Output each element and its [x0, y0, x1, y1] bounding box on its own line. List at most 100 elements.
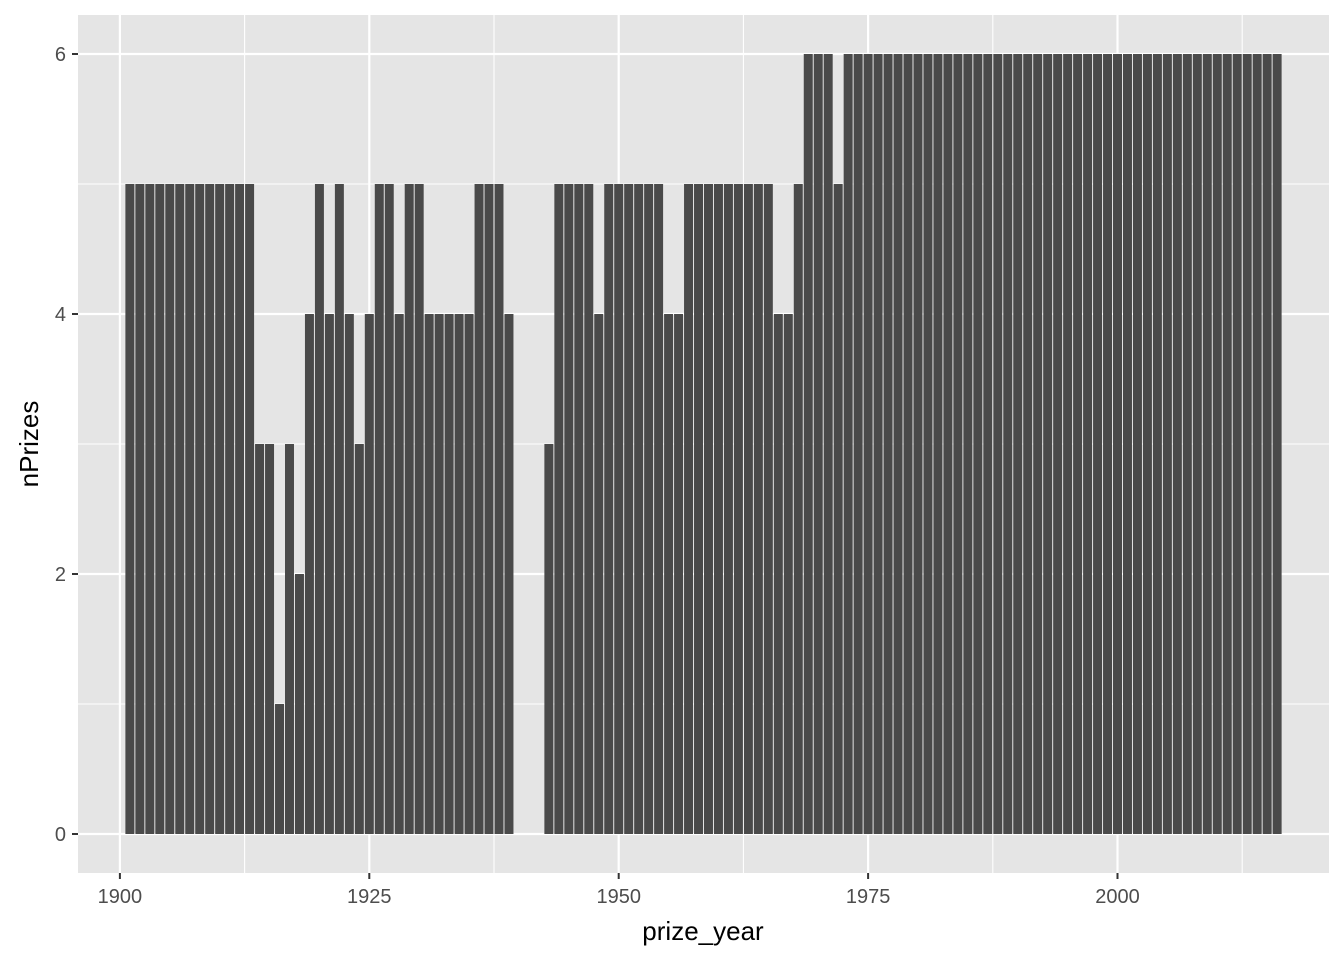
bar [684, 184, 694, 834]
bar [464, 314, 474, 834]
bar [614, 184, 624, 834]
bar [733, 184, 743, 834]
bar [893, 54, 903, 834]
bar [624, 184, 634, 834]
bar [1262, 54, 1272, 834]
bar [544, 444, 554, 834]
bar [723, 184, 733, 834]
x-tick-label: 2000 [1095, 886, 1140, 908]
bar [324, 314, 334, 834]
bar [903, 54, 913, 834]
bar [1063, 54, 1073, 834]
bar [294, 574, 304, 834]
bar [155, 184, 165, 834]
bar [913, 54, 923, 834]
bar [384, 184, 394, 834]
bar [165, 184, 175, 834]
bar [963, 54, 973, 834]
bar [1043, 54, 1053, 834]
bar [334, 184, 344, 834]
bar [644, 184, 654, 834]
x-tick-label: 1900 [98, 886, 143, 908]
bar [1272, 54, 1282, 834]
bar [843, 54, 853, 834]
bar [823, 54, 833, 834]
bar [1162, 54, 1172, 834]
bar [554, 184, 564, 834]
bar [1222, 54, 1232, 834]
bar [474, 184, 484, 834]
bar [1202, 54, 1212, 834]
bar [1152, 54, 1162, 834]
bar [394, 314, 404, 834]
bar [1053, 54, 1063, 834]
y-tick-label: 6 [55, 44, 66, 66]
bar [454, 314, 464, 834]
bar [1013, 54, 1023, 834]
x-tick-label: 1925 [347, 886, 392, 908]
bar [604, 184, 614, 834]
bar [215, 184, 225, 834]
bar [1122, 54, 1132, 834]
bar [404, 184, 414, 834]
bar [135, 184, 145, 834]
bar [255, 444, 265, 834]
bar [703, 184, 713, 834]
bar [1232, 54, 1242, 834]
bar [195, 184, 205, 834]
bar [504, 314, 514, 834]
bar [344, 314, 354, 834]
bar [694, 184, 704, 834]
bar [145, 184, 155, 834]
bar [1003, 54, 1013, 834]
bar [664, 314, 674, 834]
bar [1212, 54, 1222, 834]
bar [813, 54, 823, 834]
bar [1242, 54, 1252, 834]
bar [1083, 54, 1093, 834]
bar [414, 184, 424, 834]
bar [225, 184, 235, 834]
bar [933, 54, 943, 834]
bar [275, 704, 285, 834]
bar [1252, 54, 1262, 834]
bar [574, 184, 584, 834]
bar [1073, 54, 1083, 834]
bar [1033, 54, 1043, 834]
bar [1182, 54, 1192, 834]
bar [494, 184, 504, 834]
x-tick-label: 1950 [596, 886, 641, 908]
bar [1142, 54, 1152, 834]
bar [943, 54, 953, 834]
bar [1023, 54, 1033, 834]
bar [314, 184, 324, 834]
bar [803, 54, 813, 834]
bar [783, 314, 793, 834]
bar [245, 184, 255, 834]
bar [983, 54, 993, 834]
x-axis-ticks: 1900 1925 1950 1975 2000 [98, 873, 1140, 908]
y-tick-label: 4 [55, 304, 66, 326]
bar [773, 314, 783, 834]
bar [743, 184, 753, 834]
bar [1093, 54, 1103, 834]
y-axis-title: nPrizes [14, 401, 44, 488]
bar [594, 314, 604, 834]
bar [285, 444, 294, 834]
bar [883, 54, 893, 834]
bar [484, 184, 494, 834]
bar [1192, 54, 1202, 834]
bars [125, 54, 1282, 834]
bar [444, 314, 454, 834]
bar [953, 54, 963, 834]
bar [424, 314, 434, 834]
bar [713, 184, 723, 834]
bar [1113, 54, 1122, 834]
bar [125, 184, 135, 834]
bar [185, 184, 195, 834]
bar [763, 184, 773, 834]
y-tick-label: 2 [55, 564, 66, 586]
x-tick-label: 1975 [846, 886, 891, 908]
bar [564, 184, 574, 834]
bar [374, 184, 384, 834]
